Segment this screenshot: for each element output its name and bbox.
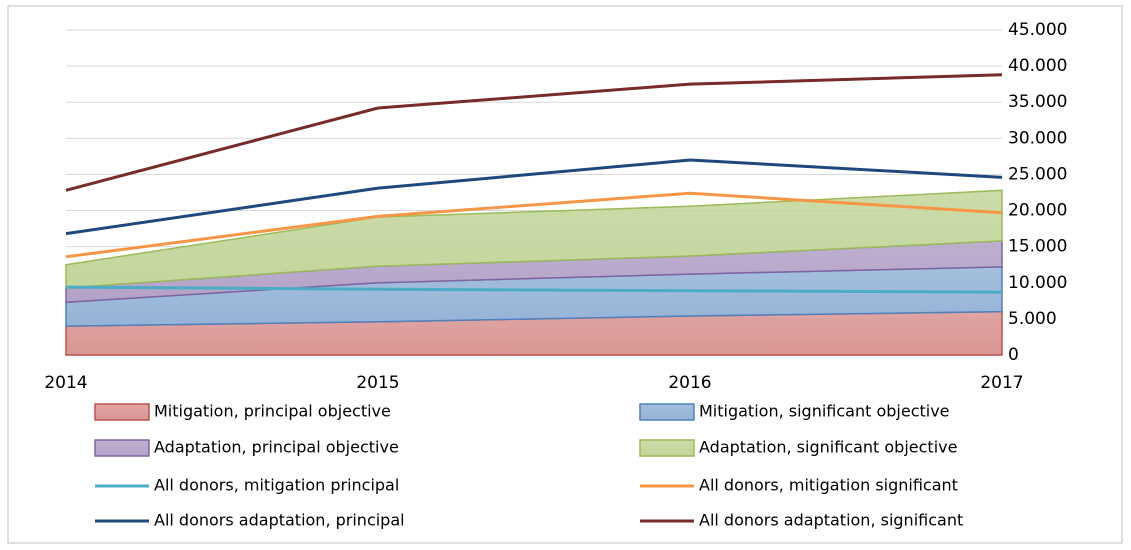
legend-swatch xyxy=(639,403,695,421)
y-tick-label: 30.000 xyxy=(1008,128,1067,148)
legend-label: All donors adaptation, principal xyxy=(154,511,405,530)
y-tick-label: 25.000 xyxy=(1008,164,1067,184)
y-tick-label: 5.000 xyxy=(1008,309,1057,329)
y-tick-label: 10.000 xyxy=(1008,273,1067,293)
line xyxy=(65,158,1003,236)
legend-label: All donors adaptation, significant xyxy=(699,511,963,530)
y-tick-label: 40.000 xyxy=(1008,56,1067,76)
y-tick-label: 45.000 xyxy=(1008,20,1067,40)
y-tick-label: 0 xyxy=(1008,345,1019,365)
area xyxy=(65,189,1003,289)
x-tick-label: 2017 xyxy=(980,373,1023,393)
legend-label: All donors, mitigation significant xyxy=(699,476,958,495)
legend-label: Adaptation, significant objective xyxy=(699,438,957,457)
y-tick-label: 20.000 xyxy=(1008,201,1067,221)
y-tick-label: 35.000 xyxy=(1008,92,1067,112)
line xyxy=(65,285,1003,294)
x-tick-label: 2015 xyxy=(356,373,399,393)
legend-swatch xyxy=(94,403,150,421)
line xyxy=(65,191,1003,259)
line xyxy=(65,73,1003,192)
legend-label: Adaptation, principal objective xyxy=(154,438,399,457)
y-tick-label: 15.000 xyxy=(1008,237,1067,257)
x-tick-label: 2014 xyxy=(44,373,87,393)
legend-swatch xyxy=(94,439,150,457)
x-tick-label: 2016 xyxy=(668,373,711,393)
legend-swatch xyxy=(639,439,695,457)
legend-label: All donors, mitigation principal xyxy=(154,476,399,495)
legend-label: Mitigation, principal objective xyxy=(154,402,391,421)
legend-label: Mitigation, significant objective xyxy=(699,402,950,421)
